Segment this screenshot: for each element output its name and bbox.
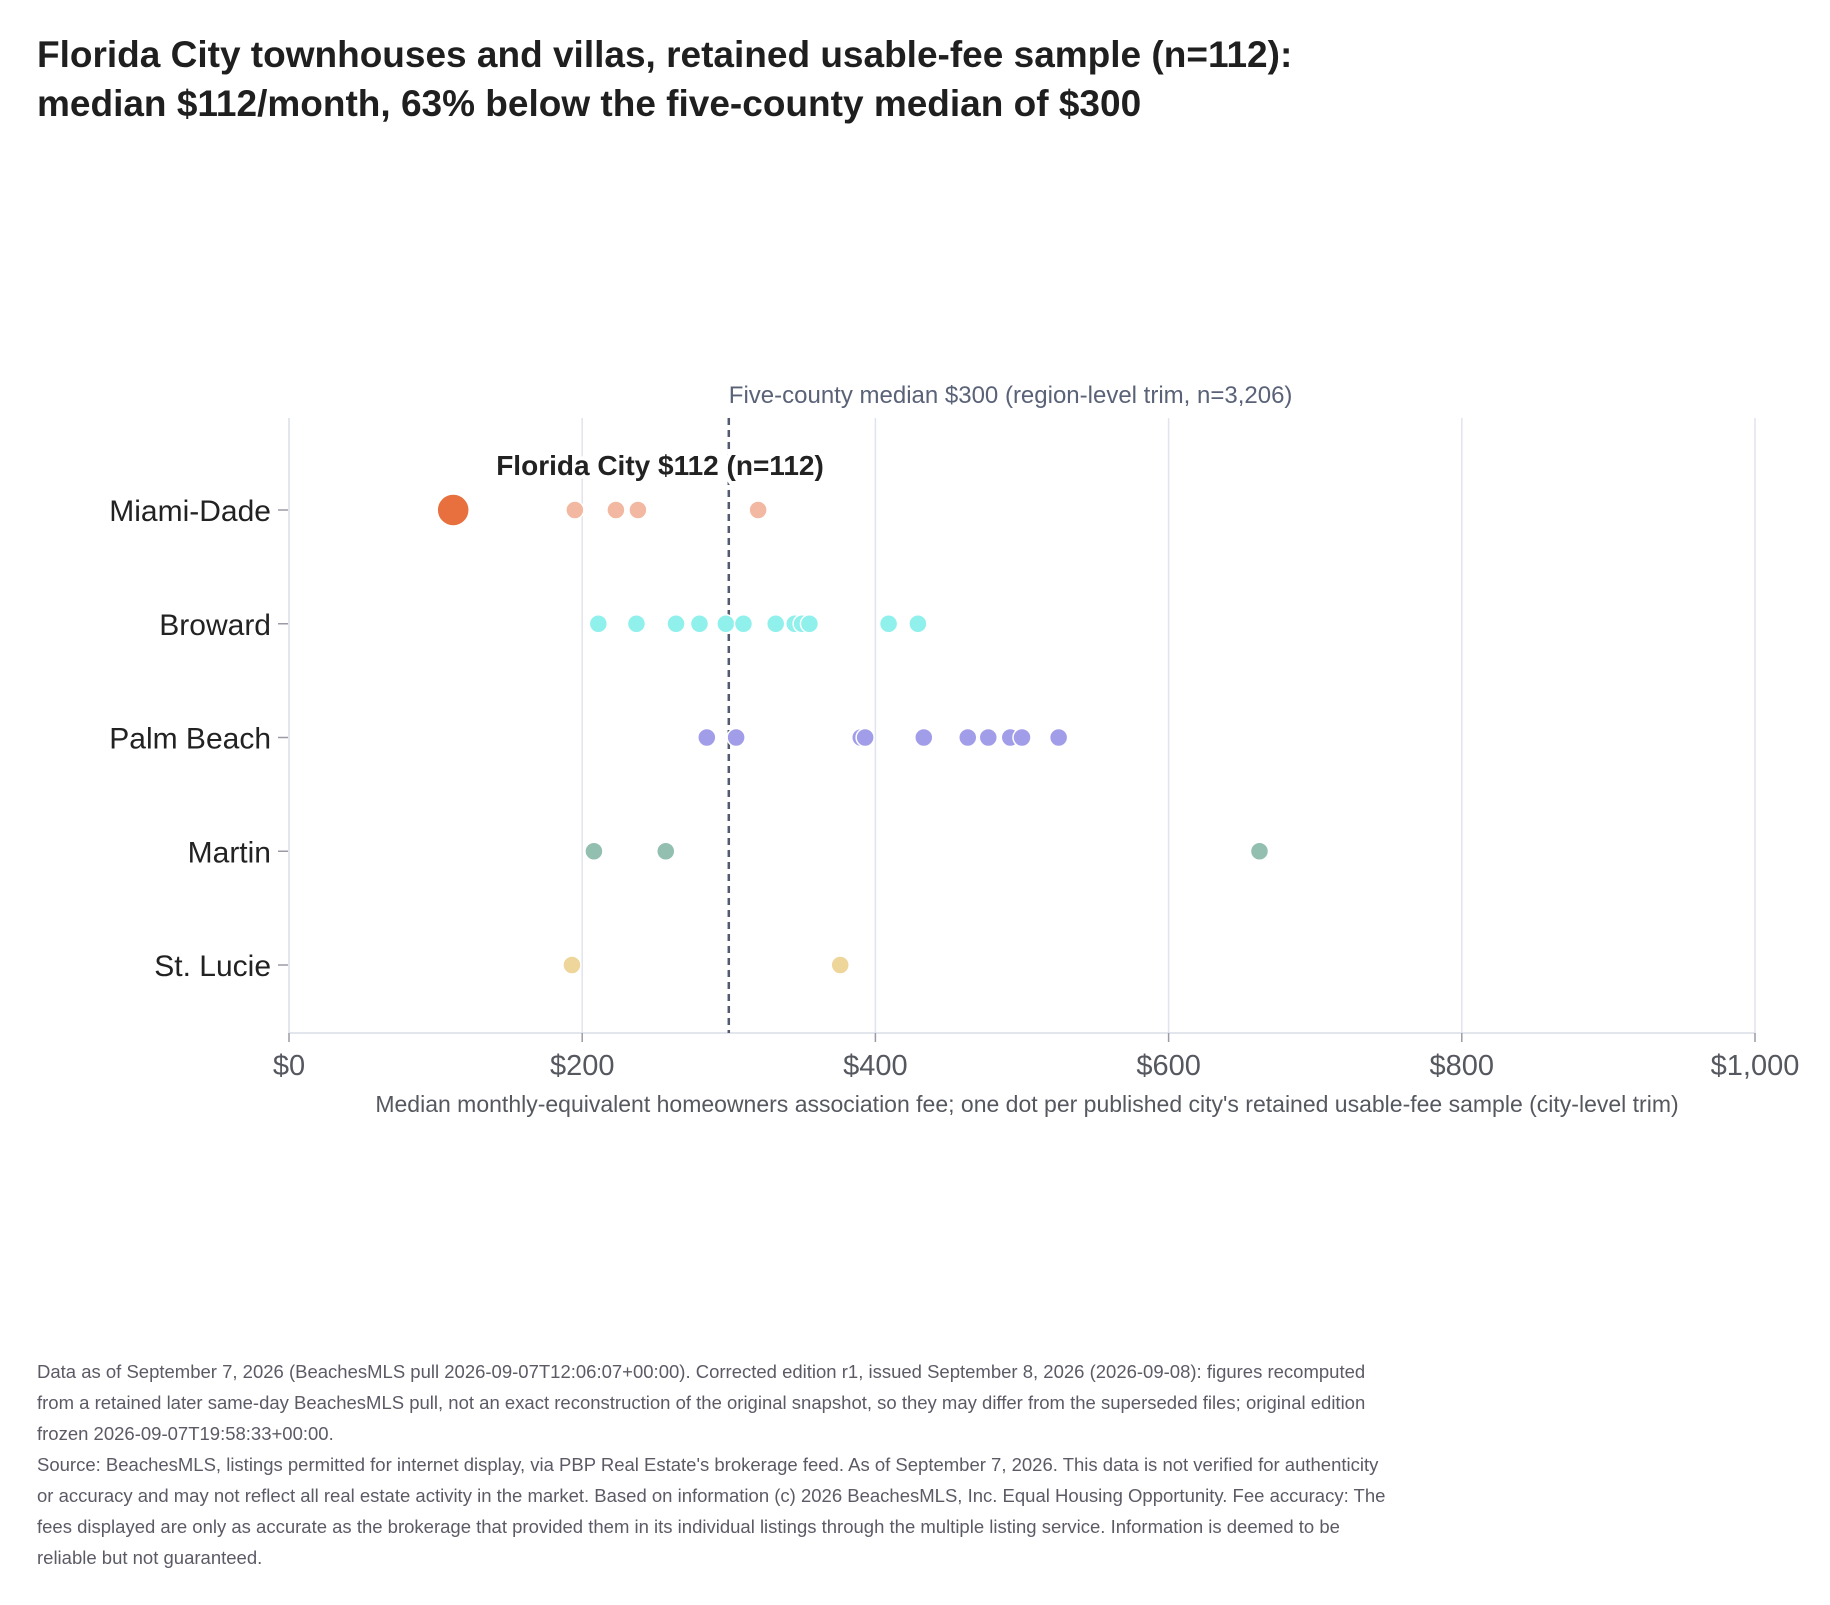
city-dot xyxy=(562,955,582,975)
reference-line-group: Five-county median $300 (region-level tr… xyxy=(727,382,1293,1033)
city-dot xyxy=(958,727,978,748)
city-dot xyxy=(830,955,850,975)
city-dot xyxy=(565,500,585,520)
city-dot xyxy=(628,500,648,520)
y-tick-label: Miami-Dade xyxy=(109,495,271,528)
city-dot xyxy=(588,614,609,634)
city-dot xyxy=(689,614,710,634)
city-dot xyxy=(914,727,934,748)
x-tick-label: $200 xyxy=(550,1050,615,1082)
x-tick-label: $0 xyxy=(273,1050,305,1082)
x-tick-label: $600 xyxy=(1136,1050,1201,1082)
x-tick-label: $1,000 xyxy=(1711,1050,1800,1082)
y-tick-label: Palm Beach xyxy=(109,723,271,756)
city-dot xyxy=(626,614,647,634)
city-dot xyxy=(748,500,768,520)
x-tick-label: $800 xyxy=(1430,1050,1495,1082)
city-dots xyxy=(562,500,1270,975)
source-note: Source: BeachesMLS, listings permitted f… xyxy=(37,1454,1386,1568)
x-tick-label: $400 xyxy=(843,1050,908,1082)
city-dot xyxy=(716,614,736,634)
highlight-group: Florida City $112 (n=112) xyxy=(436,446,828,527)
city-dot xyxy=(1249,841,1270,861)
city-dot xyxy=(908,614,928,634)
city-dot xyxy=(765,614,786,634)
highlight-dot xyxy=(436,493,470,527)
footnotes: Data as of September 7, 2026 (BeachesMLS… xyxy=(37,1356,1397,1573)
city-dot xyxy=(1048,727,1069,748)
city-dot xyxy=(1012,727,1032,748)
city-dot xyxy=(656,841,676,861)
city-dot xyxy=(697,727,717,748)
axis-ticks: $0 $200 $400 $600 $800 $1,000 Miami-Dade Browar… xyxy=(109,495,1799,1082)
y-tick-label: St. Lucie xyxy=(154,950,271,983)
y-tick-label: Martin xyxy=(188,836,271,869)
city-dot xyxy=(733,614,754,634)
city-dot xyxy=(666,614,686,634)
city-dot xyxy=(726,727,746,748)
y-tick-label: Broward xyxy=(159,609,271,642)
reference-line-label: Five-county median $300 (region-level tr… xyxy=(729,382,1293,409)
grid-lines xyxy=(581,418,1756,1033)
x-axis-label: Median monthly-equivalent homeowners ass… xyxy=(375,1091,1678,1117)
chart-title: Florida City townhouses and villas, reta… xyxy=(37,34,1293,124)
city-dot xyxy=(878,614,899,634)
city-dot xyxy=(606,500,626,520)
highlight-label: Florida City $112 (n=112) xyxy=(496,450,824,481)
city-dot xyxy=(799,614,820,634)
city-dot xyxy=(978,727,999,748)
city-dot xyxy=(584,841,604,861)
city-dot xyxy=(855,727,875,748)
edition-note: Data as of September 7, 2026 (BeachesMLS… xyxy=(37,1361,1366,1444)
